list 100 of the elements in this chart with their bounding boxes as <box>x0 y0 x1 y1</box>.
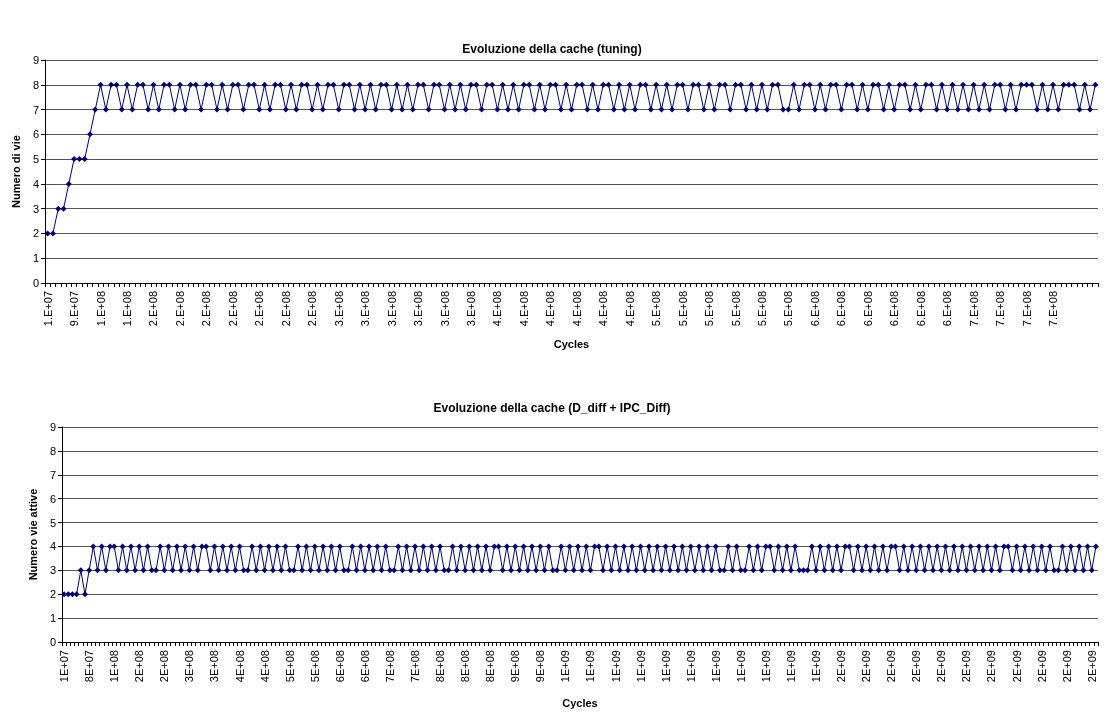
x-tick-label: 1E+09 <box>584 650 597 683</box>
x-tick-label: 6.E+08 <box>941 291 954 327</box>
x-axis-title: Cycles <box>553 337 590 350</box>
x-tick-label: 5E+08 <box>283 650 296 683</box>
x-tick-label: 4.E+08 <box>517 291 530 327</box>
x-tick-label: 2E+09 <box>935 650 948 683</box>
y-tick-label: 5 <box>49 516 56 529</box>
x-tick-label: 6.E+08 <box>808 291 821 327</box>
x-tick-label: 2E+09 <box>1060 650 1073 683</box>
y-tick-label: 1 <box>49 612 56 625</box>
x-tick-label: 1E+09 <box>734 650 747 683</box>
x-tick-label: 8E+08 <box>434 650 447 683</box>
y-tick-label: 8 <box>49 444 56 457</box>
x-tick-label: 7E+08 <box>383 650 396 683</box>
x-tick-label: 4.E+08 <box>491 291 504 327</box>
x-tick-label: 4.E+08 <box>544 291 557 327</box>
x-tick-label: 7.E+08 <box>1047 291 1060 327</box>
y-tick-label: 4 <box>49 540 56 553</box>
x-tick-label: 1E+09 <box>709 650 722 683</box>
y-tick-label: 1 <box>32 252 39 265</box>
x-tick-label: 2.E+08 <box>200 291 213 327</box>
chart-title: Evoluzione della cache (D_diff + IPC_Diff) <box>433 401 671 415</box>
x-tick-label: 7.E+08 <box>1020 291 1033 327</box>
x-tick-label: 4E+08 <box>233 650 246 683</box>
x-tick-label: 1E+09 <box>659 650 672 683</box>
x-tick-label: 1.E+08 <box>121 291 134 327</box>
x-tick-label: 4E+08 <box>258 650 271 683</box>
x-tick-label: 2.E+08 <box>173 291 186 327</box>
x-tick-label: 9E+08 <box>509 650 522 683</box>
x-tick-label: 7.E+08 <box>994 291 1007 327</box>
x-tick-label: 2.E+08 <box>147 291 160 327</box>
x-tick-label: 2E+09 <box>1010 650 1023 683</box>
x-tick-label: 6E+08 <box>358 650 371 683</box>
y-tick-label: 6 <box>32 128 39 141</box>
x-tick-label: 2.E+08 <box>253 291 266 327</box>
x-tick-label: 3.E+08 <box>438 291 451 327</box>
x-tick-label: 2E+09 <box>985 650 998 683</box>
x-tick-label: 5.E+08 <box>650 291 663 327</box>
x-tick-label: 2E+09 <box>1085 650 1098 683</box>
x-tick-label: 2E+08 <box>133 650 146 683</box>
x-tick-label: 3.E+08 <box>385 291 398 327</box>
x-tick-label: 8E+08 <box>459 650 472 683</box>
y-tick-label: 7 <box>32 103 39 116</box>
x-tick-label: 1E+09 <box>559 650 572 683</box>
x-tick-label: 2.E+08 <box>306 291 319 327</box>
x-tick-label: 1E+07 <box>58 650 71 683</box>
x-tick-label: 1.E+08 <box>94 291 107 327</box>
y-tick-label: 0 <box>49 636 56 648</box>
x-tick-label: 3E+08 <box>183 650 196 683</box>
y-axis-title: Numero di vie <box>10 135 23 208</box>
y-tick-label: 9 <box>49 421 56 433</box>
x-tick-label: 1E+09 <box>810 650 823 683</box>
x-tick-label: 1E+09 <box>684 650 697 683</box>
y-tick-label: 3 <box>32 202 39 215</box>
x-tick-label: 6.E+08 <box>861 291 874 327</box>
x-tick-label: 7E+08 <box>408 650 421 683</box>
x-tick-label: 2E+09 <box>835 650 848 683</box>
x-tick-label: 6.E+08 <box>914 291 927 327</box>
x-tick-label: 2E+09 <box>910 650 923 683</box>
y-tick-label: 2 <box>49 588 56 601</box>
x-axis-title: Cycles <box>562 696 598 709</box>
x-tick-label: 3.E+08 <box>412 291 425 327</box>
x-tick-label: 5.E+08 <box>782 291 795 327</box>
x-tick-label: 3E+08 <box>208 650 221 683</box>
x-tick-label: 4.E+08 <box>623 291 636 327</box>
x-tick-label: 2E+09 <box>1035 650 1048 683</box>
y-tick-label: 2 <box>32 227 39 240</box>
x-tick-label: 9.E+07 <box>68 291 81 327</box>
x-tick-label: 7.E+08 <box>967 291 980 327</box>
x-tick-label: 2.E+08 <box>279 291 292 327</box>
y-tick-label: 0 <box>32 277 39 289</box>
x-tick-label: 5.E+08 <box>676 291 689 327</box>
x-tick-label: 2E+09 <box>960 650 973 683</box>
y-axis-title: Numero vie attive <box>27 488 40 581</box>
x-tick-label: 2.E+08 <box>226 291 239 327</box>
x-tick-label: 2E+09 <box>885 650 898 683</box>
x-tick-label: 9E+08 <box>534 650 547 683</box>
x-tick-label: 5.E+08 <box>755 291 768 327</box>
y-tick-label: 4 <box>32 177 39 190</box>
x-tick-label: 5.E+08 <box>729 291 742 327</box>
x-tick-label: 5E+08 <box>308 650 321 683</box>
x-tick-label: 1E+09 <box>759 650 772 683</box>
y-tick-label: 5 <box>32 153 39 166</box>
x-tick-label: 1E+09 <box>609 650 622 683</box>
y-tick-label: 7 <box>49 468 56 481</box>
x-tick-label: 8E+08 <box>484 650 497 683</box>
x-tick-label: 2E+08 <box>158 650 171 683</box>
x-tick-label: 6.E+08 <box>835 291 848 327</box>
x-tick-label: 2E+09 <box>860 650 873 683</box>
x-tick-label: 1.E+07 <box>41 291 54 327</box>
x-tick-label: 1E+09 <box>634 650 647 683</box>
x-tick-label: 8E+07 <box>83 650 96 683</box>
y-tick-label: 9 <box>32 54 39 66</box>
x-tick-label: 1E+09 <box>784 650 797 683</box>
x-tick-label: 3.E+08 <box>332 291 345 327</box>
x-tick-label: 6.E+08 <box>888 291 901 327</box>
x-tick-label: 3.E+08 <box>464 291 477 327</box>
x-tick-label: 4.E+08 <box>570 291 583 327</box>
x-tick-label: 5.E+08 <box>703 291 716 327</box>
x-tick-label: 6E+08 <box>333 650 346 683</box>
